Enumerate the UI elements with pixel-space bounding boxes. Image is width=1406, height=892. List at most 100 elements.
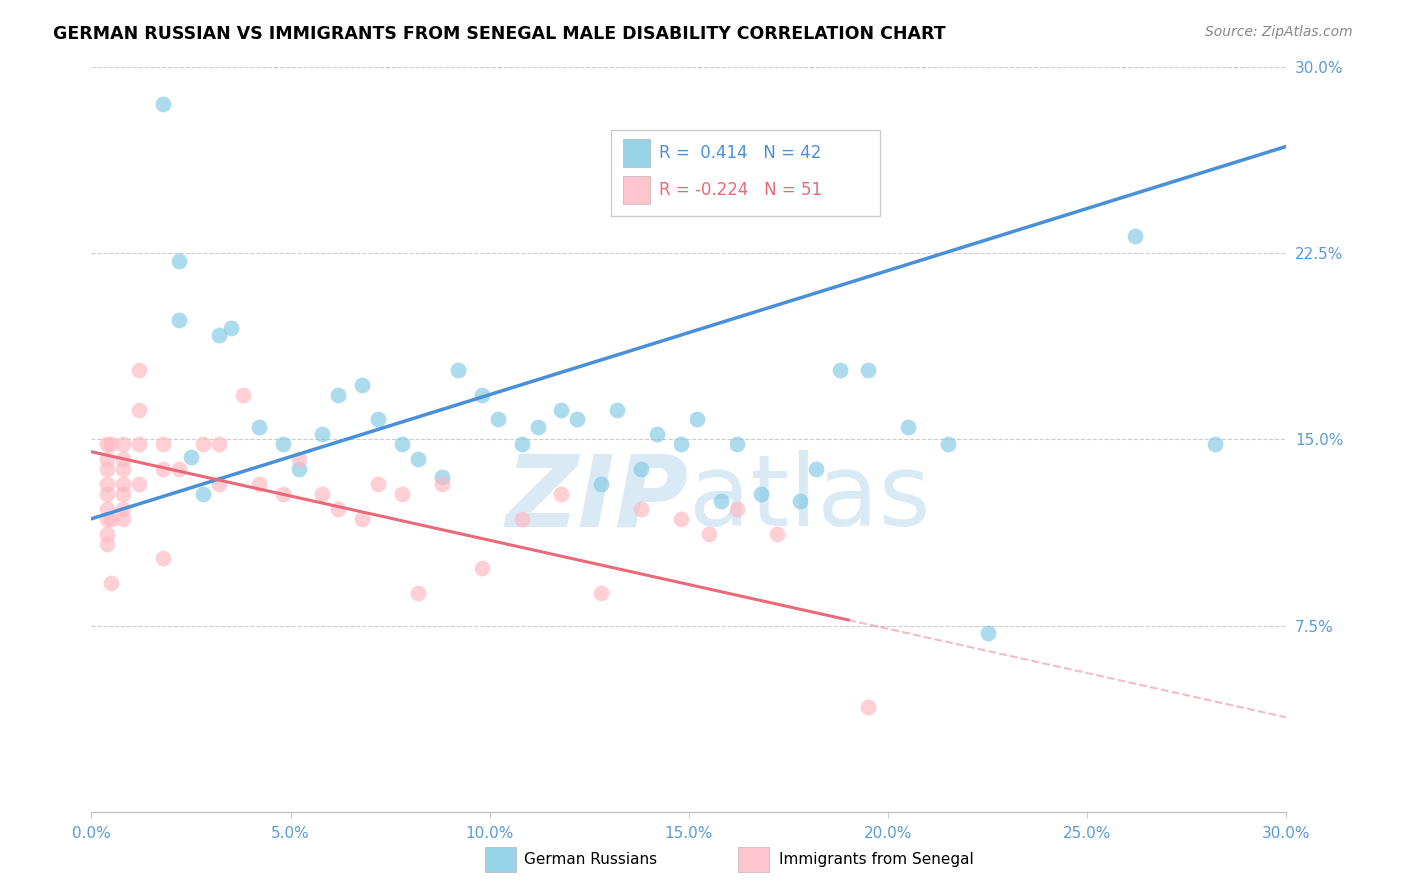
Point [271, 487, 294, 501]
Point [100, 576, 122, 591]
Point [630, 462, 652, 476]
Point [606, 402, 628, 417]
Point [208, 477, 231, 491]
Point [526, 420, 548, 434]
Point [128, 437, 150, 451]
Point [856, 700, 880, 714]
Point [936, 437, 959, 451]
Point [352, 377, 374, 392]
Point [510, 512, 533, 526]
Point [897, 420, 920, 434]
Point [550, 487, 572, 501]
Point [167, 313, 190, 327]
Point [112, 437, 135, 451]
Point [725, 437, 748, 451]
Point [96, 477, 118, 491]
Point [152, 97, 174, 112]
Point [749, 487, 772, 501]
Point [112, 477, 135, 491]
Point [550, 402, 572, 417]
Point [191, 437, 214, 451]
Point [630, 501, 652, 516]
Point [208, 328, 231, 343]
Point [645, 427, 668, 442]
Point [152, 551, 174, 566]
Point [112, 501, 135, 516]
Point [100, 512, 122, 526]
Point [219, 320, 242, 334]
Point [247, 420, 270, 434]
Text: German Russians: German Russians [524, 853, 658, 867]
Point [128, 477, 150, 491]
Point [311, 427, 333, 442]
Point [765, 526, 787, 541]
Point [100, 437, 122, 451]
Point [128, 402, 150, 417]
Point [96, 462, 118, 476]
Point [152, 462, 174, 476]
Point [96, 452, 118, 467]
Point [976, 626, 998, 640]
Text: R =  0.414   N = 42: R = 0.414 N = 42 [659, 145, 821, 162]
Point [287, 462, 309, 476]
Point [96, 501, 118, 516]
Point [669, 437, 692, 451]
Point [430, 477, 453, 491]
Point [152, 437, 174, 451]
Point [112, 512, 135, 526]
Point [806, 462, 828, 476]
Point [1204, 437, 1226, 451]
Point [430, 469, 453, 483]
FancyBboxPatch shape [612, 130, 880, 216]
Point [96, 512, 118, 526]
Point [271, 437, 294, 451]
Point [725, 501, 748, 516]
Point [96, 437, 118, 451]
Point [669, 512, 692, 526]
Point [447, 363, 470, 377]
Point [352, 512, 374, 526]
Point [112, 452, 135, 467]
Point [247, 477, 270, 491]
Text: Source: ZipAtlas.com: Source: ZipAtlas.com [1205, 25, 1353, 39]
Point [471, 387, 494, 401]
Text: GERMAN RUSSIAN VS IMMIGRANTS FROM SENEGAL MALE DISABILITY CORRELATION CHART: GERMAN RUSSIAN VS IMMIGRANTS FROM SENEGA… [53, 25, 946, 43]
Point [856, 363, 880, 377]
Point [96, 487, 118, 501]
FancyBboxPatch shape [623, 139, 650, 168]
Text: ZIP: ZIP [506, 450, 689, 548]
Text: R = -0.224   N = 51: R = -0.224 N = 51 [659, 181, 823, 199]
Point [96, 536, 118, 550]
Point [112, 462, 135, 476]
Point [287, 452, 309, 467]
Point [167, 253, 190, 268]
Point [567, 412, 589, 426]
Point [391, 487, 413, 501]
Point [367, 412, 389, 426]
Point [112, 487, 135, 501]
Point [406, 586, 429, 600]
Point [367, 477, 389, 491]
Point [191, 487, 214, 501]
Point [471, 561, 494, 575]
Point [789, 494, 811, 508]
Point [391, 437, 413, 451]
Text: Immigrants from Senegal: Immigrants from Senegal [779, 853, 974, 867]
Point [180, 450, 202, 464]
Point [232, 387, 254, 401]
FancyBboxPatch shape [623, 176, 650, 204]
Point [208, 437, 231, 451]
Point [710, 494, 733, 508]
Point [686, 412, 709, 426]
Point [1123, 228, 1146, 243]
Point [328, 501, 350, 516]
Point [591, 477, 613, 491]
Point [328, 387, 350, 401]
Point [510, 437, 533, 451]
Point [697, 526, 720, 541]
Point [591, 586, 613, 600]
Point [128, 363, 150, 377]
Point [167, 462, 190, 476]
Point [311, 487, 333, 501]
Point [96, 526, 118, 541]
